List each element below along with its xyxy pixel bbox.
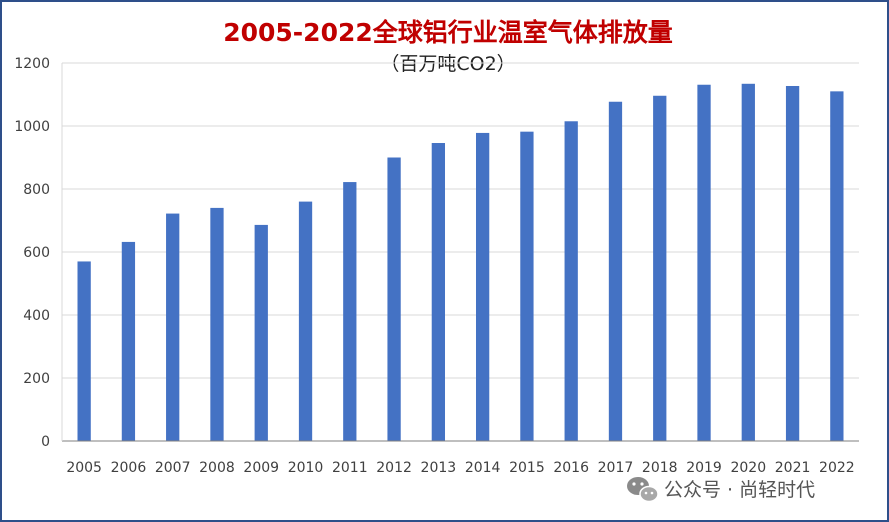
x-tick-label: 2008: [199, 460, 235, 476]
bar-2017: [608, 101, 623, 442]
x-tick-label: 2007: [155, 460, 191, 476]
x-tick-label: 2018: [642, 460, 678, 476]
chart-subtitle: （百万吨CO2）: [380, 53, 515, 75]
bar-2020: [741, 83, 755, 441]
x-tick-label: 2009: [243, 460, 279, 476]
y-tick-label: 400: [23, 308, 50, 324]
watermark: 公众号 · 尚轻时代: [627, 477, 815, 503]
x-tick-label: 2020: [730, 460, 766, 476]
bar-2009: [254, 224, 268, 441]
bar-2010: [298, 201, 313, 441]
bar-2008: [210, 207, 224, 441]
x-tick-label: 2016: [553, 460, 589, 476]
x-tick-label: 2015: [509, 460, 545, 476]
bar-2005: [77, 261, 91, 441]
x-tick-label: 2014: [465, 460, 501, 476]
bar-2013: [431, 143, 446, 441]
x-tick-label: 2011: [332, 460, 368, 476]
bar-2019: [697, 84, 711, 442]
y-tick-label: 1000: [14, 119, 50, 135]
wechat-icon: [627, 477, 659, 503]
bar-2007: [166, 213, 180, 441]
grid-lines: [62, 62, 859, 379]
watermark-text: 公众号 · 尚轻时代: [664, 479, 815, 501]
y-tick-label: 1200: [14, 56, 50, 72]
x-tick-label: 2022: [819, 460, 855, 476]
bar-2015: [520, 131, 534, 442]
x-axis: 2005 2006 2007 2008 2009 2010 2011 2012 2013 2014…: [66, 460, 854, 476]
y-tick-label: 0: [41, 434, 50, 450]
bar-2012: [387, 157, 401, 441]
chart-title: 2005-2022全球铝行业温室气体排放量: [223, 18, 673, 47]
bar-2014: [475, 132, 490, 441]
bar-2016: [564, 121, 578, 442]
x-tick-label: 2017: [598, 460, 634, 476]
y-tick-label: 200: [23, 371, 50, 387]
x-tick-label: 2005: [66, 460, 102, 476]
x-tick-label: 2012: [376, 460, 412, 476]
bar-2018: [653, 95, 667, 441]
x-tick-label: 2006: [111, 460, 147, 476]
bar-2021: [785, 85, 800, 442]
x-tick-label: 2021: [775, 460, 811, 476]
bar-2006: [121, 241, 136, 441]
bar-2022: [830, 91, 844, 441]
y-tick-label: 800: [23, 182, 50, 198]
x-tick-label: 2010: [288, 460, 324, 476]
y-tick-label: 600: [23, 245, 50, 261]
bar-2011: [343, 182, 357, 441]
x-tick-label: 2019: [686, 460, 722, 476]
bars: [77, 83, 844, 442]
y-axis: 0 200 400 600 800 1000 1200: [14, 56, 50, 450]
x-tick-label: 2013: [421, 460, 457, 476]
